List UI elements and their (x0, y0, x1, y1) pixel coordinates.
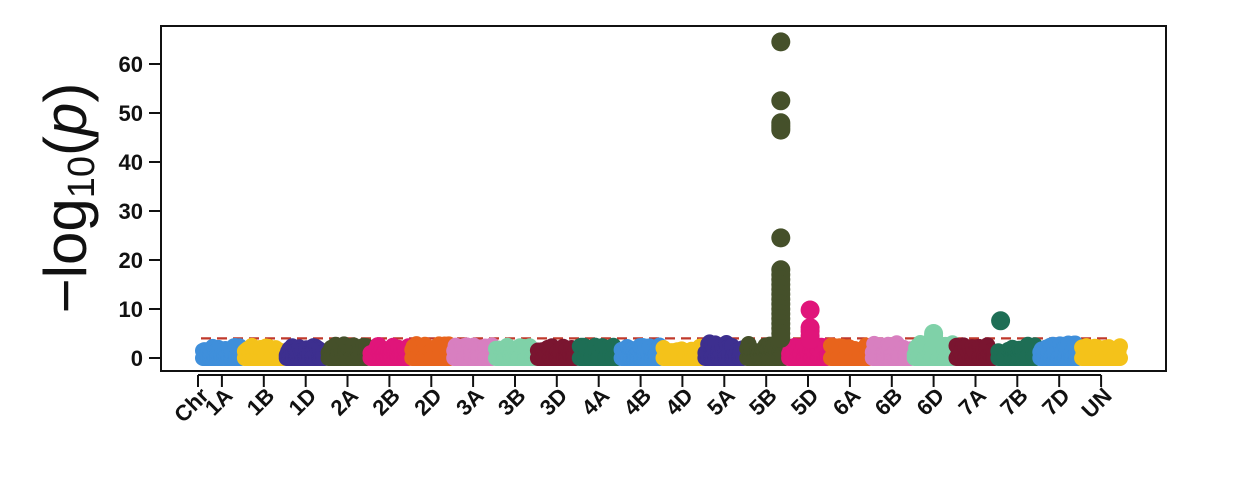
chromosome-7B-points (990, 336, 1045, 366)
x-tick-label: 6D (912, 383, 950, 421)
x-tick-label: 5D (786, 383, 824, 421)
y-tick-label: 0 (131, 346, 143, 371)
y-tick-label: 50 (119, 101, 143, 126)
chromosome-2D-points (404, 336, 459, 366)
chromosome-2B-points (362, 337, 417, 366)
chromosome-2A-points (320, 336, 375, 366)
y-axis-title-open: ( (32, 136, 99, 156)
peak-point (771, 120, 791, 140)
y-axis-title-close: ) (32, 83, 99, 103)
peak-point (924, 328, 944, 348)
y-tick-label: 30 (119, 199, 143, 224)
peak-point (800, 300, 820, 320)
peak-point (991, 311, 1011, 331)
point (1112, 350, 1128, 366)
peak-point (771, 32, 791, 52)
x-tick-label: 2A (325, 383, 363, 421)
x-tick-label: 3A (451, 383, 489, 421)
x-tick-label: 2B (367, 383, 405, 421)
chromosome-7D-points (1032, 335, 1087, 366)
peak-5B-points (771, 32, 791, 348)
y-tick-label: 60 (119, 52, 143, 77)
x-tick-label: 1D (284, 383, 322, 421)
y-tick-label: 20 (119, 248, 143, 273)
peak-point (800, 329, 820, 349)
x-tick-label: 3B (493, 383, 531, 421)
y-tick-label: 10 (119, 297, 143, 322)
x-tick-label: 4B (619, 383, 657, 421)
plot-frame (160, 25, 1167, 372)
x-tick-label: UN (1076, 383, 1116, 423)
point (1112, 338, 1128, 355)
peak-point (771, 228, 791, 248)
peak-point (771, 91, 791, 111)
x-tick-label: 6B (870, 383, 908, 421)
x-tick-label: 1B (242, 383, 280, 421)
peak-5D-points (800, 300, 820, 349)
peak-point (771, 328, 791, 348)
x-tick-label: 2D (409, 383, 447, 421)
peak-6D-points (924, 324, 944, 348)
chromosome-5D-points (781, 337, 835, 366)
x-tick-label: 7D (1037, 383, 1075, 421)
y-axis-title-prefix: −log (32, 198, 99, 313)
x-tick-label: 1A (200, 383, 238, 421)
chromosome-7A-points (948, 337, 1003, 366)
y-tick-label: 40 (119, 150, 143, 175)
y-axis-title-subscript: 10 (61, 156, 103, 198)
x-tick-label: 3D (535, 383, 573, 421)
x-tick-label: 6A (828, 383, 866, 421)
y-axis: 0 10 20 30 40 50 60 (119, 52, 161, 371)
chromosome-4B-points (613, 337, 668, 366)
peak-7B-points (991, 311, 1011, 331)
x-tick-label: 5A (702, 383, 740, 421)
chromosome-UN-points (1074, 338, 1128, 366)
y-axis-title-variable: p (32, 103, 99, 138)
points-layer (195, 32, 1128, 366)
chromosome-6B-points (864, 335, 919, 366)
x-tick-label: 4D (660, 383, 698, 421)
x-tick-label: 4A (577, 383, 615, 421)
x-tick-label: 7B (995, 383, 1033, 421)
x-tick-label: 5B (744, 383, 782, 421)
x-tick-label: 7A (953, 383, 991, 421)
y-axis-title: −log10(p) (32, 83, 103, 314)
